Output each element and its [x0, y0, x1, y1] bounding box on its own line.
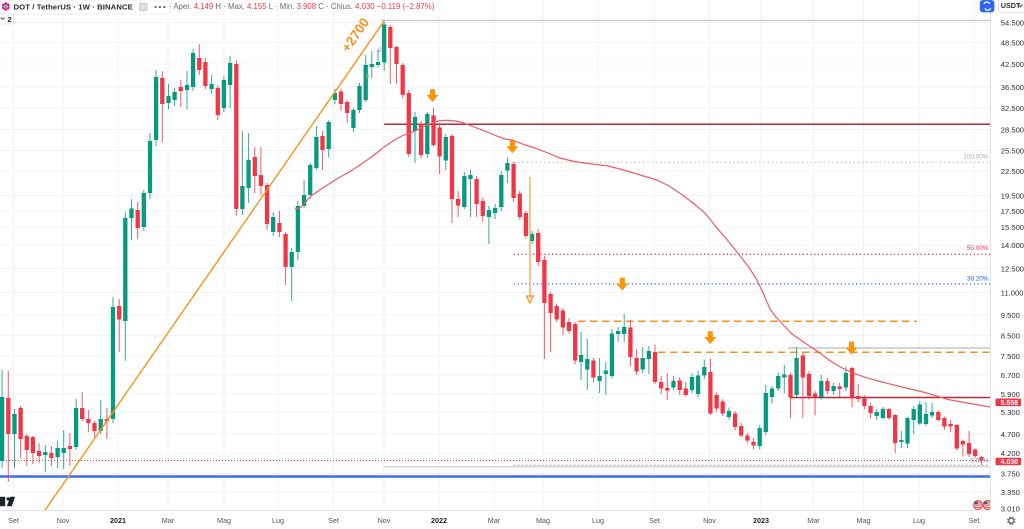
svg-text:Lug: Lug — [592, 516, 604, 525]
svg-text:3.750: 3.750 — [1001, 469, 1020, 478]
svg-text:9.500: 9.500 — [1001, 311, 1020, 320]
svg-text:Set: Set — [969, 516, 980, 525]
svg-text:Mag: Mag — [857, 516, 871, 525]
svg-text:B: B — [366, 74, 370, 80]
svg-text:19.500: 19.500 — [1001, 191, 1024, 200]
svg-text:0.00%: 0.00% — [970, 457, 988, 464]
svg-text:8.500: 8.500 — [1001, 331, 1020, 340]
svg-text:32.500: 32.500 — [1001, 104, 1024, 113]
svg-text:Lug: Lug — [913, 516, 925, 525]
svg-text:38.20%: 38.20% — [967, 276, 989, 283]
svg-text:36.500: 36.500 — [1001, 83, 1024, 92]
svg-text:Nov: Nov — [378, 516, 391, 525]
svg-text:11.000: 11.000 — [1001, 288, 1024, 297]
svg-text:25.500: 25.500 — [1001, 146, 1024, 155]
svg-text:48.500: 48.500 — [1001, 38, 1024, 47]
svg-text:· Aper. 4.149 H · Max. 4.155: · Aper. 4.149 H · Max. 4.155 L · Min. 3.… — [169, 2, 435, 11]
svg-text:Set: Set — [649, 516, 660, 525]
svg-text:DOT / TetherUS · 1W · BINANCE: DOT / TetherUS · 1W · BINANCE — [14, 3, 133, 12]
svg-text:15.500: 15.500 — [1001, 223, 1024, 232]
svg-text:7.500: 7.500 — [1001, 352, 1020, 361]
svg-text:2022: 2022 — [431, 516, 447, 525]
svg-text:2: 2 — [7, 15, 11, 24]
svg-text:Lug: Lug — [272, 516, 284, 525]
svg-text:50.00%: 50.00% — [967, 245, 989, 252]
svg-text:17.500: 17.500 — [1001, 207, 1024, 216]
svg-text:5.300: 5.300 — [1001, 408, 1020, 417]
svg-text:4.200: 4.200 — [1001, 449, 1020, 458]
svg-text:Mag: Mag — [217, 516, 231, 525]
svg-text:Mar: Mar — [488, 516, 501, 525]
svg-text:22.500: 22.500 — [1001, 167, 1024, 176]
svg-text:42.500: 42.500 — [1001, 60, 1024, 69]
svg-text:28.500: 28.500 — [1001, 125, 1024, 134]
svg-text:Mar: Mar — [807, 516, 820, 525]
svg-text:2023: 2023 — [753, 516, 769, 525]
svg-text:2021: 2021 — [110, 516, 126, 525]
svg-text:12.500: 12.500 — [1001, 264, 1024, 273]
svg-text:3.350: 3.350 — [1001, 488, 1020, 497]
svg-text:100.00%: 100.00% — [963, 154, 989, 161]
svg-text:4.700: 4.700 — [1001, 430, 1020, 439]
svg-text:Set: Set — [8, 516, 19, 525]
svg-text:Mar: Mar — [162, 516, 175, 525]
svg-text:B: B — [378, 48, 382, 54]
svg-text:Nov: Nov — [703, 516, 716, 525]
svg-text:5.558: 5.558 — [1001, 400, 1019, 407]
svg-text:4.030: 4.030 — [1001, 459, 1019, 466]
svg-text:6.700: 6.700 — [1001, 371, 1020, 380]
svg-text:Set: Set — [328, 516, 339, 525]
svg-text:5.900: 5.900 — [1001, 390, 1020, 399]
svg-text:Nov: Nov — [57, 516, 70, 525]
svg-text:54.500: 54.500 — [1001, 18, 1024, 27]
svg-text:Mag: Mag — [536, 516, 550, 525]
svg-text:14.000: 14.000 — [1001, 241, 1024, 250]
svg-text:3.010: 3.010 — [1001, 504, 1020, 513]
svg-text:USDT: USDT — [1001, 1, 1021, 10]
